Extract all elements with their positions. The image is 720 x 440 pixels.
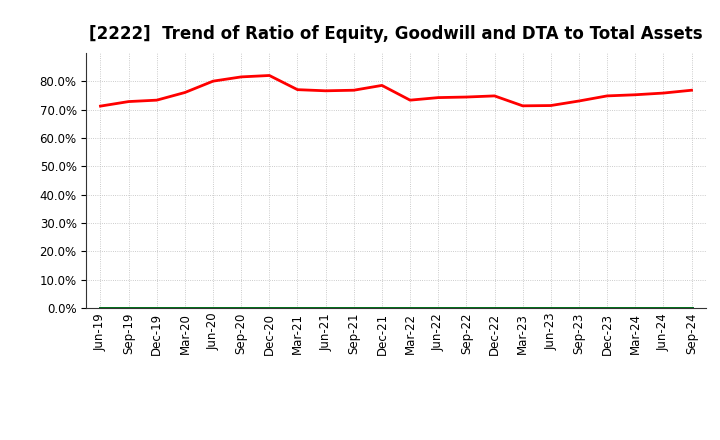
Goodwill [96, 305, 105, 311]
Goodwill [518, 305, 527, 311]
Equity [575, 99, 583, 104]
Deferred Tax Assets [546, 305, 555, 311]
Goodwill [153, 305, 161, 311]
Deferred Tax Assets [603, 305, 611, 311]
Equity [349, 88, 358, 93]
Goodwill [546, 305, 555, 311]
Goodwill [687, 305, 696, 311]
Deferred Tax Assets [631, 305, 639, 311]
Equity [490, 93, 499, 99]
Deferred Tax Assets [321, 305, 330, 311]
Equity [377, 83, 386, 88]
Equity [462, 95, 471, 100]
Goodwill [434, 305, 443, 311]
Goodwill [209, 305, 217, 311]
Goodwill [659, 305, 667, 311]
Goodwill [631, 305, 639, 311]
Goodwill [181, 305, 189, 311]
Goodwill [490, 305, 499, 311]
Equity [603, 93, 611, 99]
Deferred Tax Assets [349, 305, 358, 311]
Deferred Tax Assets [406, 305, 415, 311]
Deferred Tax Assets [237, 305, 246, 311]
Goodwill [575, 305, 583, 311]
Equity [687, 88, 696, 93]
Deferred Tax Assets [377, 305, 386, 311]
Deferred Tax Assets [518, 305, 527, 311]
Goodwill [265, 305, 274, 311]
Deferred Tax Assets [181, 305, 189, 311]
Goodwill [349, 305, 358, 311]
Equity [181, 90, 189, 95]
Deferred Tax Assets [462, 305, 471, 311]
Deferred Tax Assets [434, 305, 443, 311]
Equity [96, 103, 105, 109]
Goodwill [603, 305, 611, 311]
Goodwill [321, 305, 330, 311]
Deferred Tax Assets [209, 305, 217, 311]
Equity [434, 95, 443, 100]
Goodwill [406, 305, 415, 311]
Equity [321, 88, 330, 93]
Equity [209, 78, 217, 84]
Equity [518, 103, 527, 109]
Equity [659, 91, 667, 96]
Goodwill [125, 305, 133, 311]
Goodwill [462, 305, 471, 311]
Equity [293, 87, 302, 92]
Deferred Tax Assets [153, 305, 161, 311]
Goodwill [293, 305, 302, 311]
Deferred Tax Assets [687, 305, 696, 311]
Goodwill [377, 305, 386, 311]
Line: Equity: Equity [101, 76, 691, 106]
Deferred Tax Assets [659, 305, 667, 311]
Deferred Tax Assets [575, 305, 583, 311]
Deferred Tax Assets [490, 305, 499, 311]
Equity [265, 73, 274, 78]
Deferred Tax Assets [96, 305, 105, 311]
Equity [631, 92, 639, 97]
Equity [406, 98, 415, 103]
Equity [237, 74, 246, 80]
Equity [153, 98, 161, 103]
Deferred Tax Assets [265, 305, 274, 311]
Title: [2222]  Trend of Ratio of Equity, Goodwill and DTA to Total Assets: [2222] Trend of Ratio of Equity, Goodwil… [89, 25, 703, 43]
Deferred Tax Assets [293, 305, 302, 311]
Goodwill [237, 305, 246, 311]
Equity [125, 99, 133, 104]
Equity [546, 103, 555, 108]
Deferred Tax Assets [125, 305, 133, 311]
